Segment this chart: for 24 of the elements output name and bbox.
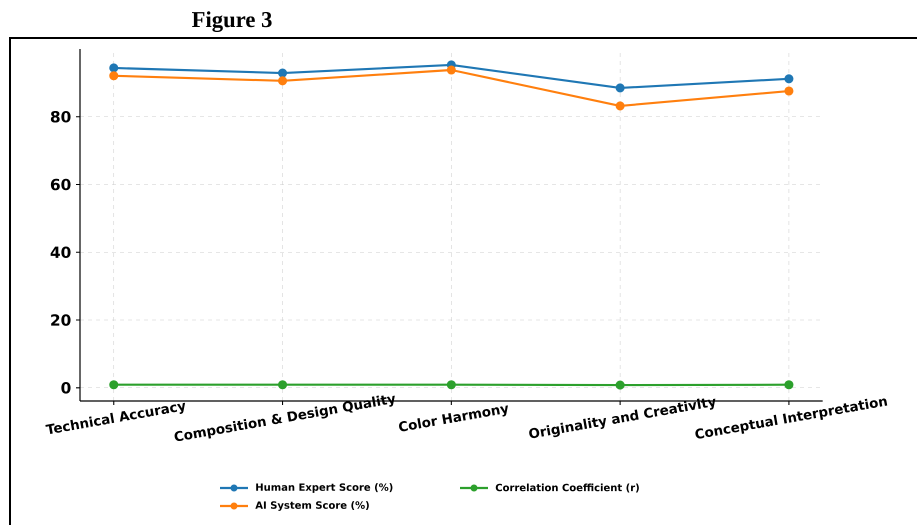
y-tick-label: 0 — [61, 382, 71, 394]
legend-label: Human Expert Score (%) — [256, 483, 392, 493]
point — [278, 380, 288, 390]
point — [784, 380, 794, 390]
y-tick-label: 20 — [51, 314, 71, 326]
point — [784, 86, 794, 96]
point — [616, 83, 625, 92]
point — [109, 380, 118, 390]
point — [278, 68, 288, 78]
point — [784, 74, 794, 84]
point — [278, 76, 288, 86]
point — [616, 380, 625, 390]
legend-label: Correlation Coefficient (r) — [496, 484, 639, 492]
point — [446, 380, 456, 390]
x-tick-label: Color Harmony — [399, 405, 508, 432]
y-tick-label: 80 — [50, 110, 71, 123]
point — [109, 63, 118, 73]
point — [446, 65, 456, 75]
y-tick-label: 40 — [50, 246, 71, 258]
point — [109, 71, 118, 80]
y-tick-label: 60 — [50, 178, 71, 190]
chart-title: Figure 3 — [192, 11, 272, 32]
legend-label: AI System Score (%) — [255, 501, 369, 511]
point — [616, 101, 625, 110]
